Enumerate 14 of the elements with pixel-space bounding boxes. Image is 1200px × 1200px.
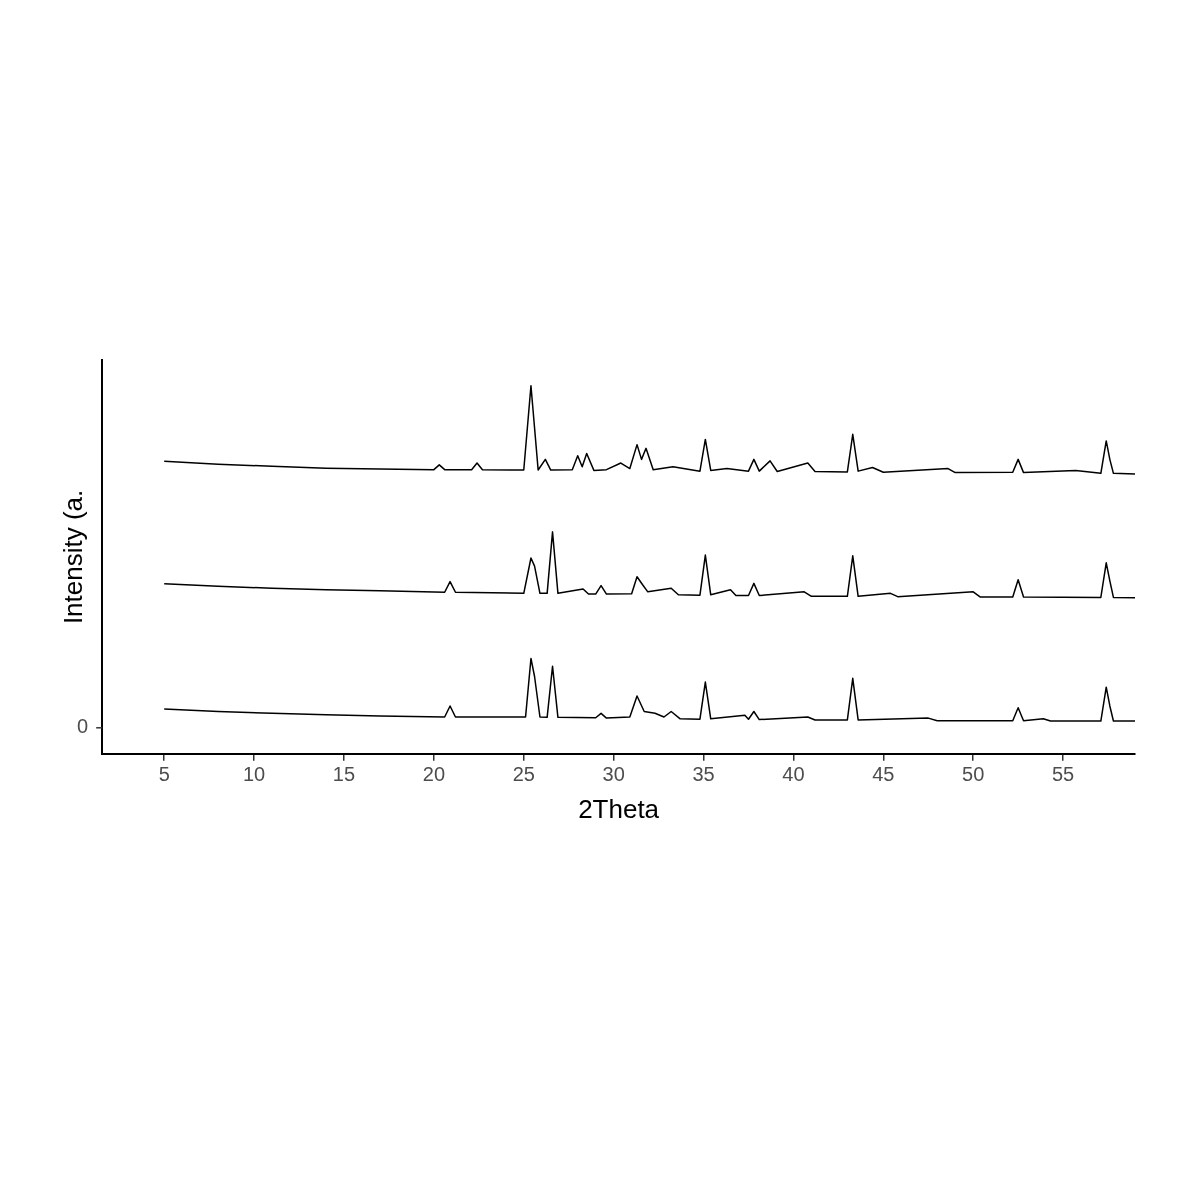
x-axis-title: 2Theta — [578, 793, 660, 824]
y-axis-title: Intensity (a. — [57, 489, 88, 625]
x-tick-label: 5 — [158, 763, 170, 786]
x-tick-label: 25 — [512, 763, 535, 786]
x-tick-label: 15 — [332, 763, 356, 786]
x-tick-label: 55 — [1051, 763, 1075, 786]
x-tick-label: 35 — [692, 763, 715, 786]
x-tick-label: 10 — [242, 763, 266, 786]
x-tick-label: 40 — [782, 763, 805, 786]
x-tick-label: 20 — [422, 763, 446, 786]
x-tick-label: 50 — [962, 763, 985, 786]
x-tick-label: 30 — [602, 763, 625, 786]
text: 0 — [77, 715, 89, 738]
x-tick-label: 45 — [872, 763, 895, 786]
